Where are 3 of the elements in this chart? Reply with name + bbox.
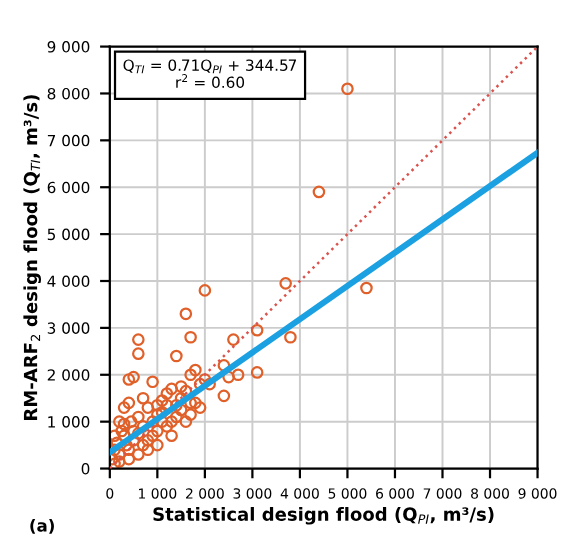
text: (a) <box>30 518 54 534</box>
x-axis-title: Statistical design flood (Q$_{PI}$, m³/s) <box>153 506 494 525</box>
y-axis-title: RM-ARF$_{2}$ design flood (Q$_{TI}$, m³/s) <box>23 95 41 420</box>
